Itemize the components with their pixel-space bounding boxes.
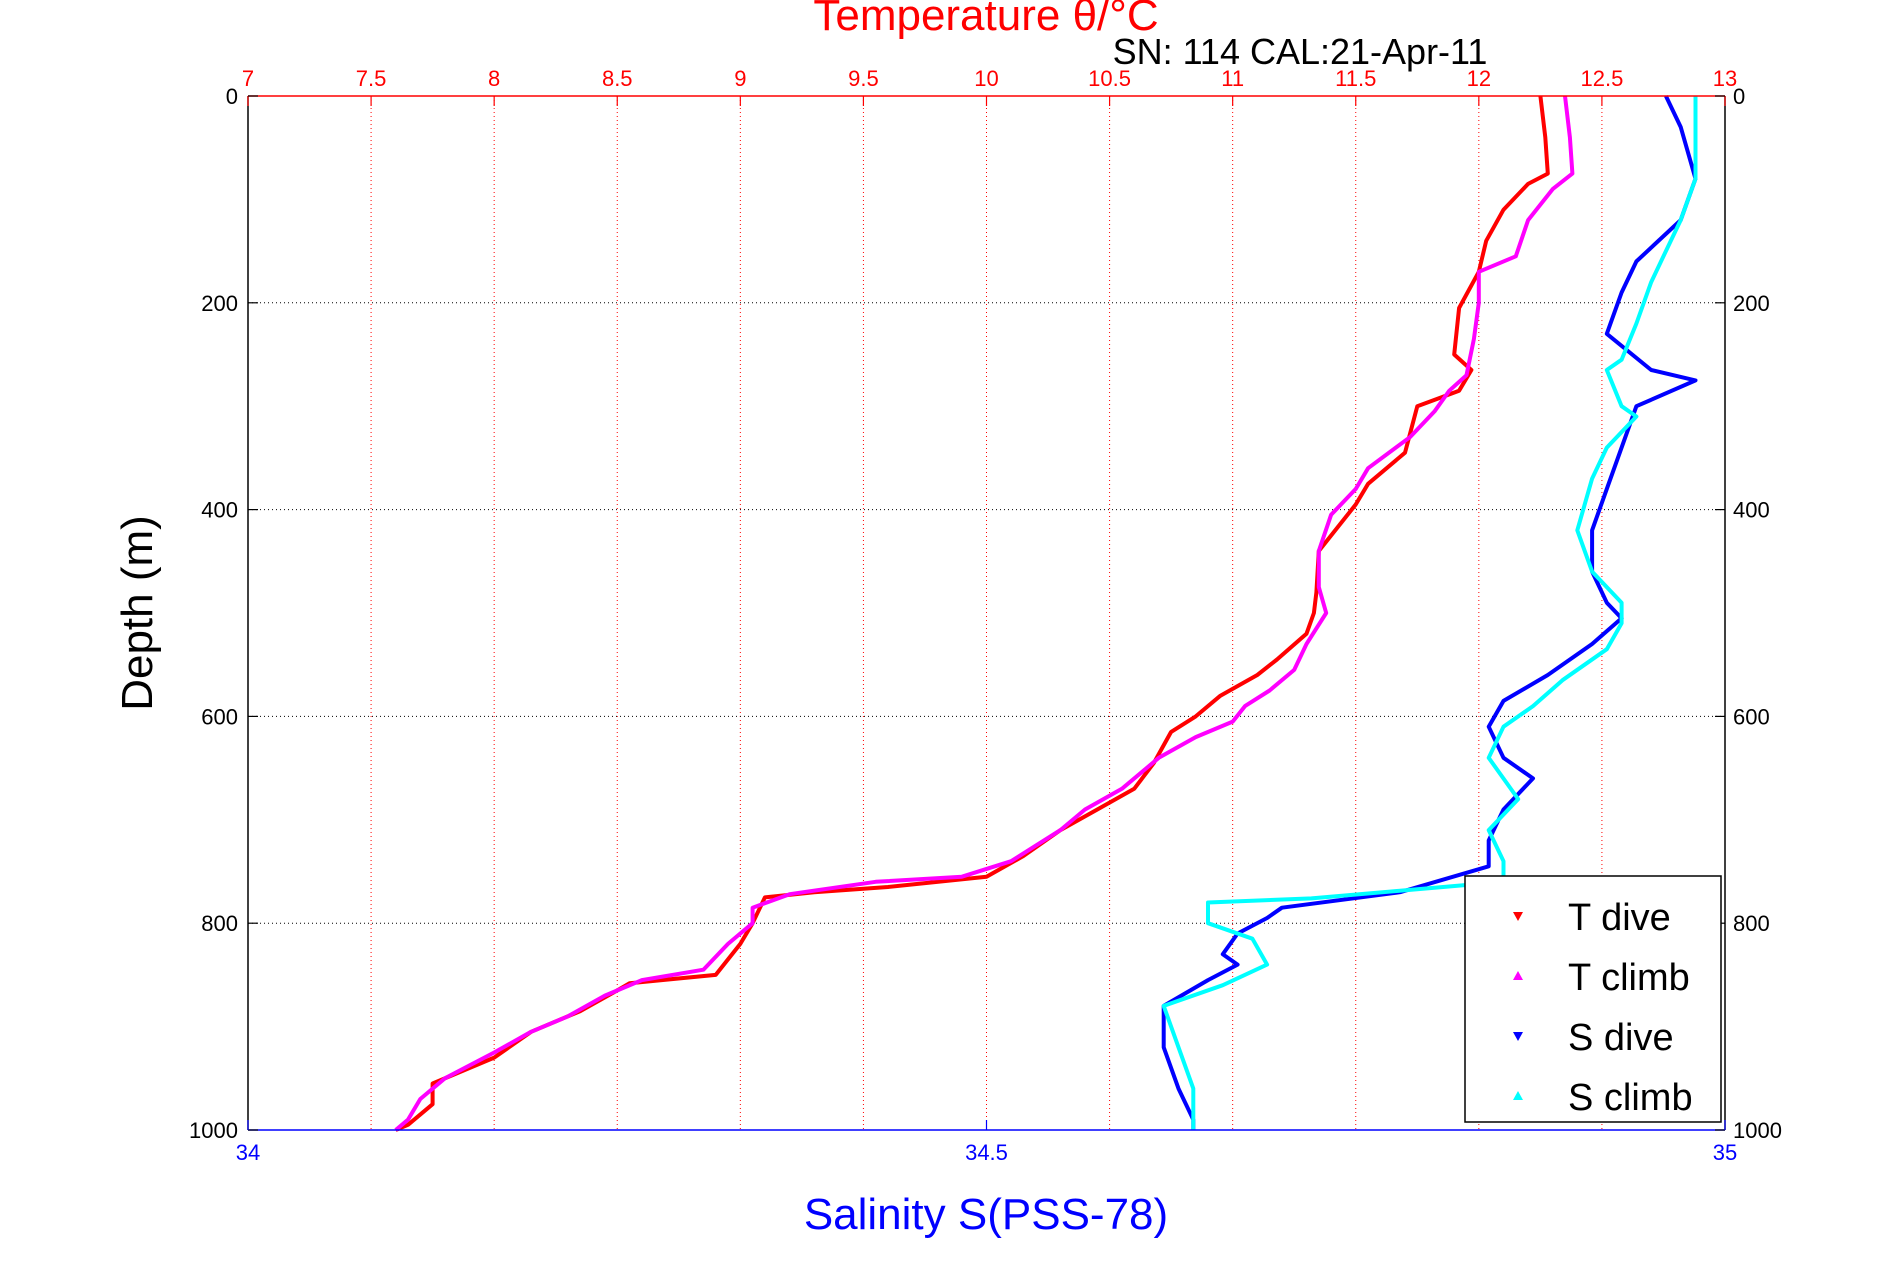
y-axis-tick-label-right: 600 [1733, 704, 1770, 729]
series-line-t-climb [394, 95, 1575, 1132]
legend: T dive T climb S dive S climb [1464, 875, 1722, 1123]
top-axis-tick-label: 7.5 [356, 66, 387, 91]
y-axis-title: Depth (m) [113, 515, 162, 711]
top-axis-tick-label: 9.5 [848, 66, 879, 91]
y-axis-tick-label-left: 200 [201, 291, 238, 316]
y-axis-tick-label-left: 0 [226, 84, 238, 109]
y-axis-tick-label-left: 600 [201, 704, 238, 729]
y-axis-tick-label-left: 1000 [189, 1118, 238, 1143]
chart-subtitle: SN: 114 CAL:21-Apr-11 [1113, 31, 1488, 72]
top-axis-tick-label: 8 [488, 66, 500, 91]
y-axis-tick-label-right: 200 [1733, 291, 1770, 316]
legend-items: T dive T climb S dive S climb [1513, 897, 1693, 1119]
y-axis-tick-label-left: 400 [201, 498, 238, 523]
legend-marker-t-dive [1513, 912, 1523, 921]
legend-label-t-climb: T climb [1568, 957, 1690, 999]
top-axis-tick-label: 7 [242, 66, 254, 91]
x-axis-bottom-title: Salinity S(PSS-78) [804, 1190, 1168, 1239]
top-axis-tick-label: 10 [974, 66, 998, 91]
top-axis-tick-label: 12.5 [1581, 66, 1624, 91]
y-axis-tick-label-right: 400 [1733, 498, 1770, 523]
series-line-s-climb [1161, 96, 1698, 1130]
legend-label-s-climb: S climb [1568, 1077, 1693, 1119]
top-axis-tick-label: 13 [1713, 66, 1737, 91]
legend-marker-s-dive [1513, 1032, 1523, 1041]
top-axis-tick-label: 9 [734, 66, 746, 91]
legend-label-t-dive: T dive [1568, 897, 1671, 939]
legend-box [1464, 875, 1722, 1123]
top-axis-tick-label: 10.5 [1088, 66, 1131, 91]
y-axis-tick-label-right: 800 [1733, 911, 1770, 936]
bottom-axis-tick-label: 34.5 [965, 1140, 1008, 1165]
chart-title: Temperature θ/°C [813, 0, 1158, 40]
legend-marker-s-climb [1513, 1091, 1523, 1100]
top-axis-tick-label: 11.5 [1335, 66, 1376, 91]
top-axis-tick-label: 12 [1467, 66, 1491, 91]
bottom-axis-tick-label: 34 [236, 1140, 260, 1165]
bottom-axis-tick-label: 35 [1713, 1140, 1737, 1165]
legend-label-s-dive: S dive [1568, 1017, 1674, 1059]
legend-marker-t-climb [1513, 971, 1523, 980]
grid [248, 96, 1725, 1130]
series-line-s-dive [1161, 95, 1698, 1130]
y-axis-tick-label-left: 800 [201, 911, 238, 936]
series-layer [394, 95, 1698, 1132]
top-axis-tick-label: 8.5 [602, 66, 633, 91]
y-axis-tick-label-right: 0 [1733, 84, 1745, 109]
top-axis-tick-label: 11 [1221, 66, 1244, 91]
y-axis-tick-label-right: 1000 [1733, 1118, 1782, 1143]
